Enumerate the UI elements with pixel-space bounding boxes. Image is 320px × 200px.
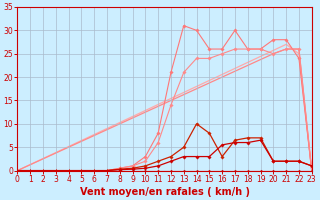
X-axis label: Vent moyen/en rafales ( km/h ): Vent moyen/en rafales ( km/h ) [80,187,250,197]
